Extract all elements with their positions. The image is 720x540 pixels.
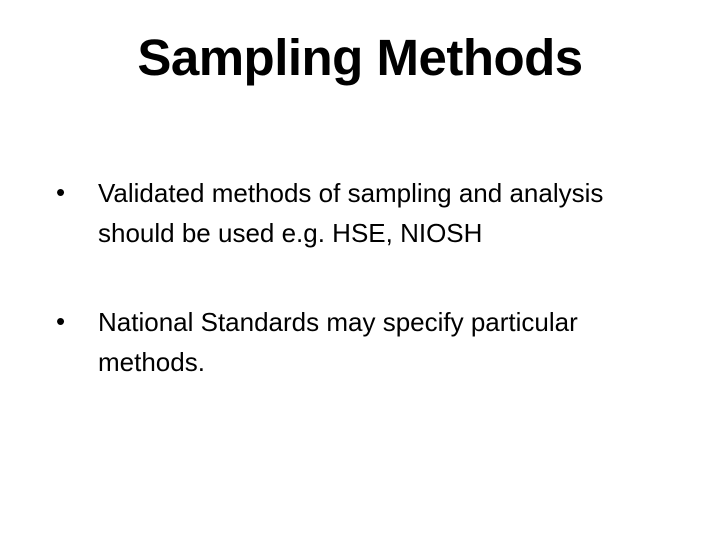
bullet-marker: • [56, 173, 98, 212]
bullet-text: Validated methods of sampling and analys… [98, 173, 664, 254]
bullet-list: • Validated methods of sampling and anal… [56, 173, 664, 382]
slide-title: Sampling Methods [56, 28, 664, 87]
bullet-text: National Standards may specify particula… [98, 302, 664, 383]
list-item: • National Standards may specify particu… [56, 302, 664, 383]
bullet-marker: • [56, 302, 98, 341]
list-item: • Validated methods of sampling and anal… [56, 173, 664, 254]
